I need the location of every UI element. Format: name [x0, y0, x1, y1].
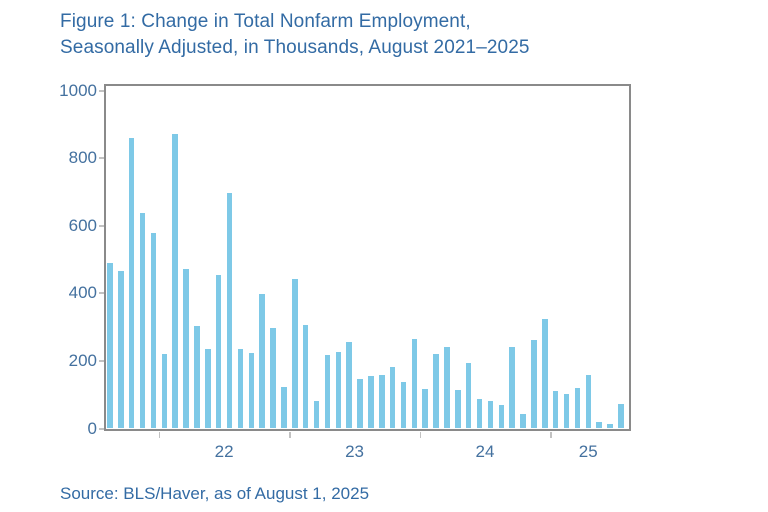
bar-jul-2022	[226, 193, 233, 429]
y-tick-label: 600	[68, 215, 97, 235]
figure-title: Figure 1: Change in Total Nonfarm Employ…	[60, 9, 530, 61]
y-tick	[99, 292, 104, 295]
bar-jun-2023	[346, 342, 352, 429]
bar-may-2023	[335, 352, 342, 429]
bar-apr-2025	[585, 375, 592, 429]
bar-jan-2024	[422, 388, 428, 429]
figure-title-line1: Figure 1: Change in Total Nonfarm Employ…	[60, 11, 471, 32]
bar-jun-2024	[476, 399, 483, 429]
y-tick	[99, 157, 104, 160]
bar-jan-2022	[161, 354, 168, 429]
bar-nov-2023	[400, 381, 407, 429]
bar-aug-2024	[498, 404, 505, 429]
bar-apr-2023	[324, 355, 331, 429]
bar-aug-2023	[368, 376, 374, 429]
x-tick-year-2022	[158, 431, 161, 438]
bar-jul-2025	[618, 403, 624, 429]
x-tick-label-24: 24	[475, 442, 495, 461]
bar-oct-2021	[128, 137, 135, 429]
bar-sep-2021	[118, 270, 124, 429]
bar-may-2022	[205, 349, 211, 429]
y-tick-label: 1000	[59, 80, 97, 100]
bar-dec-2024	[542, 319, 548, 429]
x-tick-year-2024	[419, 431, 422, 438]
x-tick-label-23: 23	[345, 442, 365, 461]
y-tick-label: 800	[68, 148, 97, 168]
bar-nov-2021	[139, 213, 146, 429]
y-tick-label: 400	[68, 283, 97, 303]
bar-oct-2022	[259, 293, 265, 429]
y-tick	[99, 359, 104, 362]
x-tick-year-2023	[289, 431, 291, 438]
bar-oct-2023	[389, 366, 396, 429]
bar-jul-2023	[357, 379, 363, 429]
bar-feb-2022	[172, 133, 178, 429]
bar-mar-2024	[444, 346, 450, 429]
bar-apr-2022	[194, 326, 200, 429]
bar-may-2025	[596, 422, 602, 429]
x-tick-label-22: 22	[214, 442, 234, 461]
bar-nov-2024	[531, 340, 537, 429]
bar-sep-2023	[379, 375, 385, 429]
bar-oct-2024	[520, 413, 526, 429]
bar-jun-2022	[215, 274, 222, 429]
x-tick-year-2025	[550, 431, 552, 438]
bar-aug-2021	[107, 262, 113, 429]
bar-dec-2023	[411, 338, 418, 429]
bar-jul-2024	[487, 401, 494, 429]
bar-feb-2024	[433, 354, 439, 429]
source-note: Source: BLS/Haver, as of August 1, 2025	[60, 484, 370, 503]
bar-nov-2022	[270, 328, 276, 429]
bar-feb-2025	[563, 394, 570, 429]
bar-may-2024	[465, 363, 472, 429]
y-tick	[99, 427, 104, 430]
bar-mar-2025	[574, 387, 581, 429]
bar-sep-2024	[509, 347, 515, 429]
bar-apr-2024	[455, 389, 461, 429]
y-tick-label: 0	[87, 418, 97, 438]
bar-sep-2022	[248, 352, 255, 429]
bar-jun-2025	[607, 423, 613, 429]
figure-title-line2: Seasonally Adjusted, in Thousands, Augus…	[60, 37, 530, 58]
bar-mar-2023	[313, 401, 320, 429]
bar-feb-2023	[302, 325, 309, 429]
y-tick	[99, 89, 104, 92]
bar-aug-2022	[237, 349, 244, 429]
bar-mar-2022	[183, 268, 189, 429]
bar-jan-2025	[552, 390, 559, 429]
y-tick-label: 200	[68, 350, 97, 370]
x-tick-label-25: 25	[578, 442, 598, 461]
bar-jan-2023	[292, 279, 298, 429]
y-tick	[99, 224, 104, 227]
bar-dec-2021	[150, 233, 157, 429]
bar-dec-2022	[281, 387, 287, 429]
